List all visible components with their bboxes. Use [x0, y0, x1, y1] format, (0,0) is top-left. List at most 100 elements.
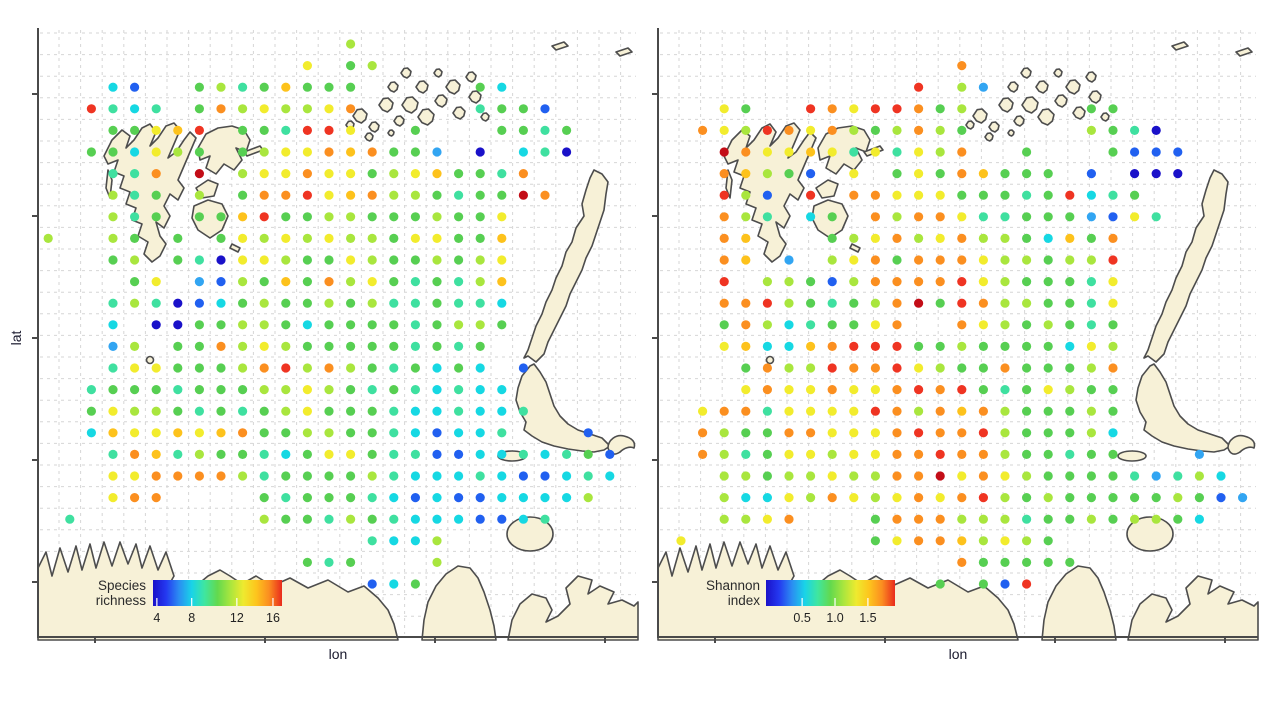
data-dot — [1238, 493, 1248, 503]
data-dot — [302, 493, 312, 503]
data-dot — [108, 320, 118, 330]
data-dot — [173, 385, 183, 395]
data-dot — [324, 298, 334, 308]
data-dot — [784, 169, 794, 179]
data-dot — [302, 61, 312, 71]
island-hopen — [849, 243, 861, 253]
data-dot — [216, 104, 226, 114]
data-dot — [1000, 169, 1010, 179]
data-dot — [475, 255, 485, 265]
data-dot — [389, 471, 399, 481]
data-dot — [518, 363, 528, 373]
data-dot — [870, 514, 880, 524]
data-dot — [1043, 385, 1053, 395]
data-dot — [475, 104, 485, 114]
data-dot — [1086, 277, 1096, 287]
data-dot — [130, 385, 140, 395]
data-dot — [719, 233, 729, 243]
data-dot — [1173, 514, 1183, 524]
data-dot — [367, 255, 377, 265]
data-dot — [281, 363, 291, 373]
data-dot — [741, 169, 751, 179]
data-dot — [741, 255, 751, 265]
data-dot — [1000, 190, 1010, 200]
data-dot — [259, 190, 269, 200]
data-dot — [914, 363, 924, 373]
data-dot — [259, 341, 269, 351]
data-dot — [454, 233, 464, 243]
data-dot — [238, 385, 248, 395]
coast-kanin-peninsula — [1041, 565, 1117, 641]
data-dot — [978, 493, 988, 503]
data-dot — [216, 471, 226, 481]
data-dot — [130, 169, 140, 179]
legend-title-line: Species — [97, 578, 146, 593]
data-dot — [497, 212, 507, 222]
data-dot — [892, 341, 902, 351]
data-dot — [238, 104, 248, 114]
data-dot — [281, 471, 291, 481]
data-dot — [151, 190, 161, 200]
island-franz-josef-land — [1021, 96, 1039, 114]
island-franz-josef-land — [417, 108, 435, 126]
data-dot — [978, 277, 988, 287]
data-dot — [497, 428, 507, 438]
data-dot — [346, 298, 356, 308]
data-dot — [194, 212, 204, 222]
data-dot — [497, 255, 507, 265]
data-dot — [302, 428, 312, 438]
data-dot — [475, 428, 485, 438]
data-dot — [173, 363, 183, 373]
data-dot — [978, 341, 988, 351]
y-axis-label: lat — [8, 330, 24, 346]
data-dot — [281, 125, 291, 135]
data-dot — [741, 341, 751, 351]
data-dot — [1194, 449, 1204, 459]
data-dot — [870, 536, 880, 546]
island-victoria — [1235, 47, 1253, 57]
data-dot — [978, 449, 988, 459]
data-dot — [762, 406, 772, 416]
data-dot — [389, 449, 399, 459]
data-dot — [410, 233, 420, 243]
data-dot — [1086, 320, 1096, 330]
data-dot — [978, 82, 988, 92]
data-dot — [1130, 212, 1140, 222]
data-dot — [849, 493, 859, 503]
data-dot — [475, 277, 485, 287]
data-dot — [540, 125, 550, 135]
data-dot — [410, 298, 420, 308]
data-dot — [762, 471, 772, 481]
data-dot — [389, 147, 399, 157]
data-dot — [173, 471, 183, 481]
data-dot — [194, 169, 204, 179]
data-dot — [849, 363, 859, 373]
data-dot — [762, 385, 772, 395]
data-dot — [1022, 536, 1032, 546]
data-dot — [935, 255, 945, 265]
data-dot — [784, 493, 794, 503]
data-dot — [892, 147, 902, 157]
island-franz-josef-land — [972, 108, 988, 124]
data-dot — [367, 277, 377, 287]
data-dot — [497, 169, 507, 179]
data-dot — [302, 449, 312, 459]
data-dot — [281, 514, 291, 524]
data-dot — [827, 341, 837, 351]
data-dot — [216, 233, 226, 243]
data-dot — [1065, 190, 1075, 200]
data-dot — [130, 104, 140, 114]
data-dot — [1086, 341, 1096, 351]
data-dot — [475, 233, 485, 243]
data-dot — [194, 428, 204, 438]
data-dot — [1065, 233, 1075, 243]
data-dot — [432, 320, 442, 330]
data-dot — [849, 169, 859, 179]
data-dot — [870, 212, 880, 222]
data-dot — [497, 298, 507, 308]
data-dot — [281, 406, 291, 416]
data-dot — [259, 406, 269, 416]
data-dot — [741, 298, 751, 308]
data-dot — [346, 428, 356, 438]
data-dot — [1000, 212, 1010, 222]
